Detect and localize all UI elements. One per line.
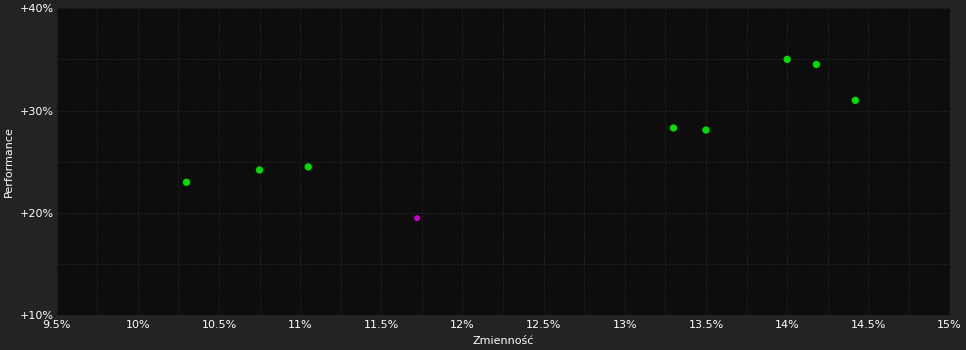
Point — [780, 57, 795, 62]
Y-axis label: Performance: Performance — [4, 126, 14, 197]
Point — [300, 164, 316, 170]
Point — [179, 180, 194, 185]
X-axis label: Zmienność: Zmienność — [472, 336, 534, 346]
Point — [252, 167, 268, 173]
Point — [809, 62, 824, 67]
Point — [410, 215, 425, 221]
Point — [698, 127, 714, 133]
Point — [666, 125, 681, 131]
Point — [847, 98, 863, 103]
